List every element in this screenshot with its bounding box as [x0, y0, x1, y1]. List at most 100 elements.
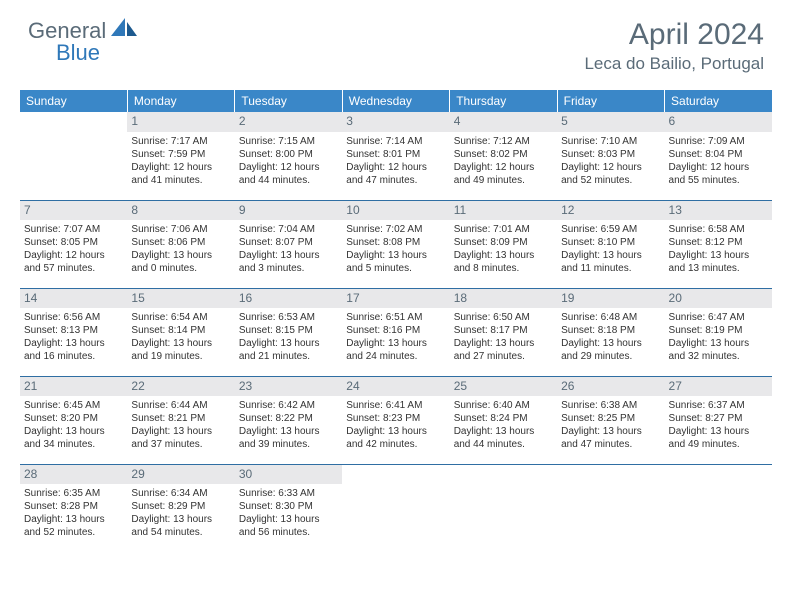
- cell-line: Daylight: 13 hours: [669, 249, 768, 262]
- calendar-cell: 30Sunrise: 6:33 AMSunset: 8:30 PMDayligh…: [235, 464, 342, 552]
- cell-line: and 42 minutes.: [346, 438, 445, 451]
- logo-text-blue: Blue: [56, 40, 139, 66]
- cell-line: Sunset: 8:22 PM: [239, 412, 338, 425]
- cell-line: and 0 minutes.: [131, 262, 230, 275]
- calendar-cell: 24Sunrise: 6:41 AMSunset: 8:23 PMDayligh…: [342, 376, 449, 464]
- cell-line: Daylight: 13 hours: [131, 337, 230, 350]
- cell-line: Sunset: 8:28 PM: [24, 500, 123, 513]
- cell-line: Sunrise: 7:06 AM: [131, 223, 230, 236]
- calendar-cell: 18Sunrise: 6:50 AMSunset: 8:17 PMDayligh…: [450, 288, 557, 376]
- cell-line: Daylight: 13 hours: [561, 337, 660, 350]
- cell-line: Sunrise: 6:42 AM: [239, 399, 338, 412]
- day-header-row: SundayMondayTuesdayWednesdayThursdayFrid…: [20, 90, 772, 112]
- cell-line: Sunset: 8:07 PM: [239, 236, 338, 249]
- calendar-cell: 25Sunrise: 6:40 AMSunset: 8:24 PMDayligh…: [450, 376, 557, 464]
- calendar-row: 1Sunrise: 7:17 AMSunset: 7:59 PMDaylight…: [20, 112, 772, 200]
- cell-line: Sunset: 8:08 PM: [346, 236, 445, 249]
- cell-line: Daylight: 13 hours: [669, 337, 768, 350]
- calendar-body: 1Sunrise: 7:17 AMSunset: 7:59 PMDaylight…: [20, 112, 772, 552]
- cell-line: Daylight: 13 hours: [24, 425, 123, 438]
- day-number: 1: [127, 112, 234, 132]
- calendar-cell: 29Sunrise: 6:34 AMSunset: 8:29 PMDayligh…: [127, 464, 234, 552]
- day-number: 17: [342, 289, 449, 309]
- cell-line: Sunrise: 7:01 AM: [454, 223, 553, 236]
- cell-line: Sunset: 8:02 PM: [454, 148, 553, 161]
- cell-line: and 41 minutes.: [131, 174, 230, 187]
- day-number: 19: [557, 289, 664, 309]
- day-number: 11: [450, 201, 557, 221]
- calendar-cell: 22Sunrise: 6:44 AMSunset: 8:21 PMDayligh…: [127, 376, 234, 464]
- calendar-cell: 2Sunrise: 7:15 AMSunset: 8:00 PMDaylight…: [235, 112, 342, 200]
- day-header: Thursday: [450, 90, 557, 112]
- cell-line: Sunrise: 6:34 AM: [131, 487, 230, 500]
- cell-line: and 56 minutes.: [239, 526, 338, 539]
- cell-line: and 27 minutes.: [454, 350, 553, 363]
- cell-line: Sunrise: 6:41 AM: [346, 399, 445, 412]
- location: Leca do Bailio, Portugal: [584, 54, 764, 74]
- cell-line: Sunrise: 6:37 AM: [669, 399, 768, 412]
- day-number: 24: [342, 377, 449, 397]
- header: General Blue April 2024 Leca do Bailio, …: [0, 0, 792, 82]
- cell-line: Sunset: 8:25 PM: [561, 412, 660, 425]
- cell-line: Daylight: 12 hours: [239, 161, 338, 174]
- cell-line: Daylight: 12 hours: [346, 161, 445, 174]
- cell-line: Daylight: 13 hours: [239, 249, 338, 262]
- calendar-head: SundayMondayTuesdayWednesdayThursdayFrid…: [20, 90, 772, 112]
- cell-line: Sunrise: 6:56 AM: [24, 311, 123, 324]
- cell-line: Daylight: 13 hours: [239, 337, 338, 350]
- day-number: 23: [235, 377, 342, 397]
- cell-line: Sunset: 8:10 PM: [561, 236, 660, 249]
- cell-line: Sunrise: 7:04 AM: [239, 223, 338, 236]
- cell-line: Sunrise: 7:09 AM: [669, 135, 768, 148]
- day-number: 4: [450, 112, 557, 132]
- calendar-cell: 4Sunrise: 7:12 AMSunset: 8:02 PMDaylight…: [450, 112, 557, 200]
- calendar-cell: [557, 464, 664, 552]
- day-number: 5: [557, 112, 664, 132]
- calendar-cell: 8Sunrise: 7:06 AMSunset: 8:06 PMDaylight…: [127, 200, 234, 288]
- day-header: Tuesday: [235, 90, 342, 112]
- calendar-cell: 6Sunrise: 7:09 AMSunset: 8:04 PMDaylight…: [665, 112, 772, 200]
- cell-line: Sunset: 8:23 PM: [346, 412, 445, 425]
- calendar-cell: 13Sunrise: 6:58 AMSunset: 8:12 PMDayligh…: [665, 200, 772, 288]
- cell-line: Sunset: 8:06 PM: [131, 236, 230, 249]
- calendar-cell: 14Sunrise: 6:56 AMSunset: 8:13 PMDayligh…: [20, 288, 127, 376]
- calendar-cell: 26Sunrise: 6:38 AMSunset: 8:25 PMDayligh…: [557, 376, 664, 464]
- day-header: Wednesday: [342, 90, 449, 112]
- day-number: 21: [20, 377, 127, 397]
- cell-line: Daylight: 13 hours: [346, 337, 445, 350]
- calendar-cell: [450, 464, 557, 552]
- cell-line: Sunset: 8:15 PM: [239, 324, 338, 337]
- calendar-cell: 12Sunrise: 6:59 AMSunset: 8:10 PMDayligh…: [557, 200, 664, 288]
- cell-line: Sunrise: 7:14 AM: [346, 135, 445, 148]
- cell-line: and 19 minutes.: [131, 350, 230, 363]
- cell-line: and 21 minutes.: [239, 350, 338, 363]
- day-header: Monday: [127, 90, 234, 112]
- calendar-row: 28Sunrise: 6:35 AMSunset: 8:28 PMDayligh…: [20, 464, 772, 552]
- calendar-cell: 21Sunrise: 6:45 AMSunset: 8:20 PMDayligh…: [20, 376, 127, 464]
- cell-line: Sunrise: 7:07 AM: [24, 223, 123, 236]
- day-number: 14: [20, 289, 127, 309]
- day-number: 15: [127, 289, 234, 309]
- day-number: 18: [450, 289, 557, 309]
- cell-line: and 49 minutes.: [669, 438, 768, 451]
- cell-line: and 55 minutes.: [669, 174, 768, 187]
- cell-line: and 52 minutes.: [24, 526, 123, 539]
- cell-line: Sunset: 8:12 PM: [669, 236, 768, 249]
- logo: General Blue: [28, 18, 139, 66]
- calendar-cell: 28Sunrise: 6:35 AMSunset: 8:28 PMDayligh…: [20, 464, 127, 552]
- cell-line: and 57 minutes.: [24, 262, 123, 275]
- cell-line: Sunset: 8:21 PM: [131, 412, 230, 425]
- cell-line: Daylight: 13 hours: [346, 249, 445, 262]
- day-number: 27: [665, 377, 772, 397]
- day-header: Sunday: [20, 90, 127, 112]
- cell-line: Sunset: 8:03 PM: [561, 148, 660, 161]
- logo-sail-icon: [111, 18, 139, 38]
- cell-line: Sunrise: 7:10 AM: [561, 135, 660, 148]
- cell-line: Daylight: 13 hours: [239, 513, 338, 526]
- cell-line: Daylight: 12 hours: [454, 161, 553, 174]
- cell-line: Sunset: 8:14 PM: [131, 324, 230, 337]
- cell-line: Daylight: 13 hours: [561, 425, 660, 438]
- month-title: April 2024: [584, 18, 764, 52]
- cell-line: and 29 minutes.: [561, 350, 660, 363]
- cell-line: Sunrise: 6:40 AM: [454, 399, 553, 412]
